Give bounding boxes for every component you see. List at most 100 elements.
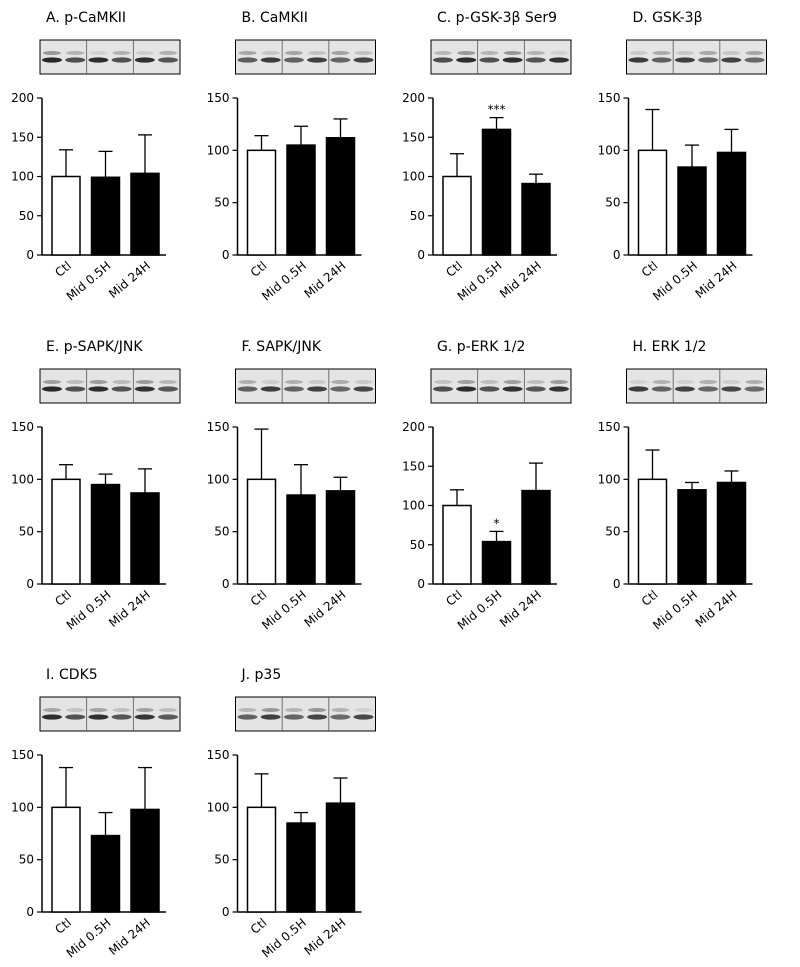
western-blot bbox=[39, 696, 181, 732]
y-tick-label: 100 bbox=[402, 499, 425, 513]
panel-title: E. p-SAPK/JNK bbox=[46, 339, 143, 355]
blot-band bbox=[135, 708, 154, 712]
blot-band bbox=[699, 380, 718, 384]
blot-band bbox=[674, 386, 695, 392]
bar bbox=[51, 175, 81, 256]
blot-band bbox=[698, 57, 719, 63]
blot-band bbox=[456, 386, 477, 392]
blot-band bbox=[502, 386, 523, 392]
blot-band bbox=[331, 708, 350, 712]
y-tick-label: 150 bbox=[402, 130, 425, 144]
blot-band bbox=[550, 380, 568, 384]
y-tick-label: 0 bbox=[222, 577, 230, 591]
blot-band bbox=[629, 380, 648, 384]
western-blot bbox=[235, 39, 376, 75]
y-tick-label: 200 bbox=[11, 91, 34, 105]
blot-band bbox=[134, 714, 155, 720]
blot-band bbox=[158, 714, 178, 720]
y-tick-label: 150 bbox=[207, 420, 230, 434]
y-tick-label: 100 bbox=[598, 143, 621, 157]
panel-title: G. p-ERK 1/2 bbox=[437, 339, 525, 355]
blot-band bbox=[284, 708, 303, 712]
y-tick-label: 0 bbox=[26, 577, 34, 591]
bar bbox=[442, 504, 472, 585]
bar bbox=[286, 144, 316, 256]
x-tick-label: Ctl bbox=[443, 588, 465, 609]
y-tick-label: 150 bbox=[207, 748, 230, 762]
bar bbox=[286, 494, 316, 585]
blot-band bbox=[721, 57, 742, 63]
y-tick-label: 100 bbox=[598, 472, 621, 486]
blot-band bbox=[526, 380, 545, 384]
bar bbox=[521, 182, 551, 256]
panel-title: C. p-GSK-3β Ser9 bbox=[437, 10, 557, 26]
blot-band bbox=[330, 714, 351, 720]
bar bbox=[325, 490, 356, 585]
blot-band bbox=[745, 380, 764, 384]
blot-band bbox=[112, 380, 131, 384]
y-tick-label: 0 bbox=[26, 905, 34, 919]
blot-band bbox=[159, 51, 177, 55]
blot-band bbox=[457, 380, 476, 384]
y-tick-label: 150 bbox=[11, 748, 34, 762]
blot-band bbox=[158, 386, 178, 392]
blot-band bbox=[283, 386, 304, 392]
bar bbox=[637, 149, 668, 256]
blot-band bbox=[525, 57, 546, 63]
blot-band bbox=[65, 714, 86, 720]
x-tick-label: Ctl bbox=[639, 588, 661, 609]
bar bbox=[286, 822, 316, 913]
blot-band bbox=[549, 57, 569, 63]
y-tick-label: 50 bbox=[605, 525, 620, 539]
blot-frame bbox=[39, 368, 181, 404]
blot-band bbox=[135, 51, 154, 55]
blot-band bbox=[111, 57, 132, 63]
y-tick-label: 200 bbox=[402, 91, 425, 105]
blot-band bbox=[261, 51, 280, 55]
blot-band bbox=[112, 708, 131, 712]
x-tick-label: Mid 24H bbox=[106, 916, 153, 958]
y-tick-label: 0 bbox=[417, 248, 425, 262]
blot-band bbox=[628, 57, 649, 63]
blot-band bbox=[628, 386, 649, 392]
y-tick-label: 100 bbox=[11, 800, 34, 814]
significance-label: * bbox=[494, 516, 500, 530]
blot-band bbox=[284, 380, 303, 384]
blot-band bbox=[238, 708, 257, 712]
blot-band bbox=[159, 380, 177, 384]
blot-band bbox=[479, 386, 500, 392]
x-tick-label: Mid 24H bbox=[693, 259, 740, 301]
panel-title: D. GSK-3β bbox=[633, 10, 703, 26]
bar bbox=[246, 806, 277, 913]
panel-title: J. p35 bbox=[241, 667, 282, 683]
blot-band bbox=[42, 714, 62, 720]
western-blot bbox=[235, 368, 376, 404]
blot-band bbox=[65, 386, 86, 392]
blot-band bbox=[308, 380, 327, 384]
western-blot bbox=[626, 39, 767, 75]
blot-band bbox=[66, 380, 85, 384]
x-tick-label: Ctl bbox=[248, 588, 270, 609]
blot-frame bbox=[235, 368, 376, 404]
y-tick-label: 0 bbox=[613, 577, 621, 591]
x-tick-label: Ctl bbox=[52, 588, 74, 609]
blot-band bbox=[112, 51, 131, 55]
blot-band bbox=[307, 386, 328, 392]
blot-band bbox=[238, 51, 257, 55]
blot-band bbox=[698, 386, 719, 392]
x-tick-label: Mid 24H bbox=[497, 259, 544, 301]
blot-band bbox=[744, 386, 765, 392]
blot-band bbox=[307, 57, 328, 63]
blot-band bbox=[308, 708, 327, 712]
y-tick-label: 150 bbox=[11, 130, 34, 144]
blot-band bbox=[284, 51, 303, 55]
blot-band bbox=[158, 57, 178, 63]
blot-band bbox=[42, 386, 62, 392]
y-tick-label: 0 bbox=[222, 905, 230, 919]
x-tick-label: Mid 0.5H bbox=[64, 259, 114, 304]
blot-band bbox=[66, 708, 85, 712]
blot-band bbox=[354, 380, 373, 384]
y-tick-label: 0 bbox=[417, 577, 425, 591]
